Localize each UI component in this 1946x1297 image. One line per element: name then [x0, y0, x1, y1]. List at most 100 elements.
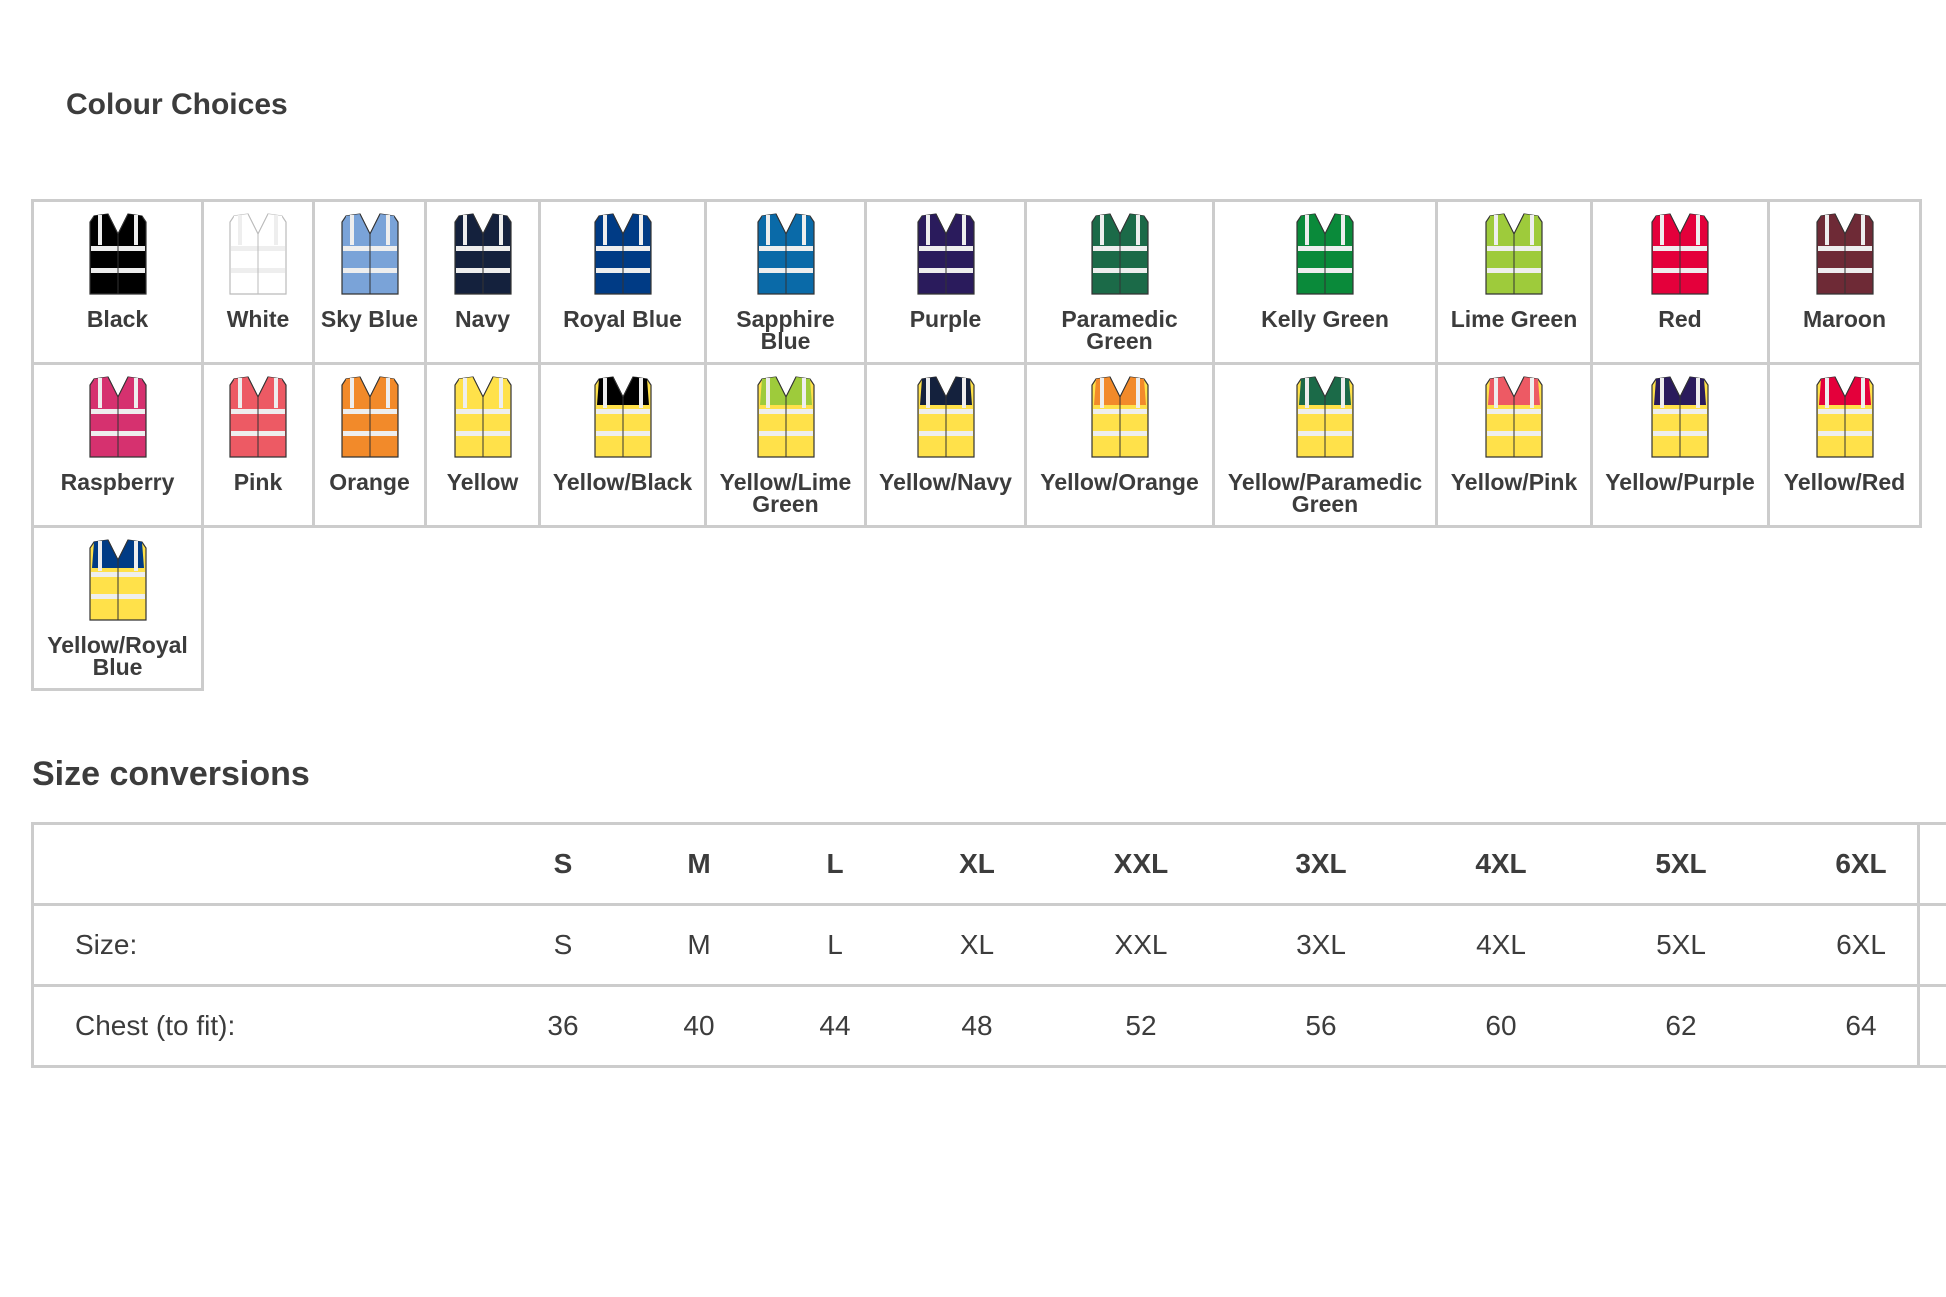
- empty-cell: [866, 527, 1026, 690]
- colour-swatch: Red: [1590, 199, 1770, 365]
- vest-icon: [1485, 376, 1543, 458]
- chest-cell: 36: [495, 984, 631, 1068]
- colour-swatch-label: Yellow/Red: [1783, 469, 1906, 495]
- chest-cell: 40: [631, 984, 767, 1068]
- colour-swatch: Yellow/Red: [1767, 362, 1922, 528]
- vest-icon: [229, 213, 287, 295]
- colour-swatch: Sapphire Blue: [704, 199, 867, 365]
- colour-swatch: Raspberry: [31, 362, 204, 528]
- vest-icon: [340, 376, 399, 458]
- size-conversion-table: S M L XL XXL 3XL 4XL 5XL 6XL Size: S M L…: [31, 822, 1946, 1068]
- empty-cell: [314, 527, 426, 690]
- chest-cell: 60: [1411, 984, 1591, 1068]
- size-cell: 3XL: [1231, 903, 1411, 987]
- colour-swatch-label: Navy: [455, 306, 510, 332]
- vest-icon: [916, 376, 975, 458]
- colour-swatch-label: Royal Blue: [563, 306, 682, 332]
- colour-swatch-label: Red: [1658, 306, 1702, 332]
- colour-swatch: Royal Blue: [538, 199, 707, 365]
- row-label-size: Size:: [31, 903, 495, 987]
- colour-swatch-label: White: [226, 306, 290, 332]
- size-cell: L: [767, 903, 903, 987]
- vest-icon: [756, 213, 815, 295]
- colour-swatch-label: Sapphire Blue: [736, 306, 835, 354]
- colour-swatch: Orange: [312, 362, 427, 528]
- swatch-row: Yellow/Royal Blue: [31, 525, 1921, 691]
- vest-icon: [1090, 213, 1149, 295]
- table-row: Size: S M L XL XXL 3XL 4XL 5XL 6XL: [31, 903, 1946, 987]
- empty-cell: [203, 527, 314, 690]
- size-header-cell: M: [631, 822, 767, 906]
- size-cell: M: [631, 903, 767, 987]
- empty-cell: [1592, 527, 1769, 690]
- colour-swatch: Kelly Green: [1212, 199, 1438, 365]
- empty-cell: [1769, 527, 1921, 690]
- vest-icon: [88, 213, 147, 295]
- colour-swatch-label: Orange: [329, 469, 410, 495]
- colour-swatch-label: Lime Green: [1450, 306, 1578, 332]
- colour-swatch-label: Raspberry: [60, 469, 175, 495]
- colour-swatch: Lime Green: [1435, 199, 1593, 365]
- colour-swatch: Yellow/Pink: [1435, 362, 1593, 528]
- colour-swatch-grid: Black White Sky Blue Navy Royal Blue Sapphire…: [31, 199, 1922, 691]
- vest-icon: [1815, 376, 1874, 458]
- colour-swatch: Pink: [201, 362, 315, 528]
- colour-swatch: Purple: [864, 199, 1027, 365]
- empty-cell: [1214, 527, 1437, 690]
- colour-swatch: Yellow/Orange: [1024, 362, 1215, 528]
- colour-swatch-label: Sky Blue: [320, 306, 419, 332]
- colour-swatch-label: Purple: [909, 306, 982, 332]
- empty-cell: [706, 527, 866, 690]
- colour-swatch-label: Yellow/Black: [552, 469, 693, 495]
- colour-swatch-label: Kelly Green: [1261, 306, 1389, 332]
- colour-swatch-label: Black: [86, 306, 149, 332]
- vest-icon: [1296, 213, 1354, 295]
- vest-icon: [1485, 213, 1543, 295]
- colour-swatch-label: Yellow: [446, 469, 519, 495]
- vest-icon: [88, 376, 147, 458]
- vest-icon: [1651, 213, 1709, 295]
- colour-swatch: Yellow/Lime Green: [704, 362, 867, 528]
- size-header-cell: S: [495, 822, 631, 906]
- colour-swatch: Yellow: [424, 362, 541, 528]
- colour-swatch-label: Maroon: [1802, 306, 1887, 332]
- chest-cell: 52: [1051, 984, 1231, 1068]
- colour-swatch-label: Yellow/Purple: [1605, 469, 1755, 495]
- empty-cell: [540, 527, 706, 690]
- vest-icon: [1296, 376, 1354, 458]
- vest-icon: [1651, 376, 1709, 458]
- size-header-cell: XXL: [1051, 822, 1231, 906]
- size-header-cell: 5XL: [1591, 822, 1771, 906]
- chest-cell: 44: [767, 984, 903, 1068]
- colour-swatch-label: Pink: [233, 469, 283, 495]
- size-cell: 6XL: [1771, 903, 1946, 987]
- empty-cell: [1026, 527, 1214, 690]
- size-cell: 4XL: [1411, 903, 1591, 987]
- empty-cell: [1437, 527, 1592, 690]
- size-cell: XXL: [1051, 903, 1231, 987]
- vest-icon: [1815, 213, 1874, 295]
- colour-swatch: Yellow/Navy: [864, 362, 1027, 528]
- vest-icon: [593, 213, 652, 295]
- swatch-row: Black White Sky Blue Navy Royal Blue Sapphire…: [31, 199, 1922, 365]
- size-header-cell: XL: [903, 822, 1051, 906]
- colour-swatch: Yellow/Paramedic Green: [1212, 362, 1438, 528]
- colour-swatch: Navy: [424, 199, 541, 365]
- colour-swatch: Sky Blue: [312, 199, 427, 365]
- colour-swatch: Maroon: [1767, 199, 1922, 365]
- size-cell: S: [495, 903, 631, 987]
- colour-swatch: Yellow/Royal Blue: [31, 525, 204, 691]
- colour-swatch-label: Yellow/Orange: [1040, 469, 1199, 495]
- colour-swatch-label: Paramedic Green: [1061, 306, 1178, 354]
- vest-icon: [1090, 376, 1149, 458]
- chest-cell: 64: [1771, 984, 1946, 1068]
- size-header-row: S M L XL XXL 3XL 4XL 5XL 6XL: [31, 822, 1946, 906]
- colour-swatch-label: Yellow/Lime Green: [719, 469, 852, 517]
- colour-swatch: Paramedic Green: [1024, 199, 1215, 365]
- colour-swatch-label: Yellow/Royal Blue: [47, 632, 188, 680]
- size-header-cell: 3XL: [1231, 822, 1411, 906]
- empty-cell: [426, 527, 540, 690]
- size-header-cell: 4XL: [1411, 822, 1591, 906]
- chest-cell: 56: [1231, 984, 1411, 1068]
- chest-cell: 62: [1591, 984, 1771, 1068]
